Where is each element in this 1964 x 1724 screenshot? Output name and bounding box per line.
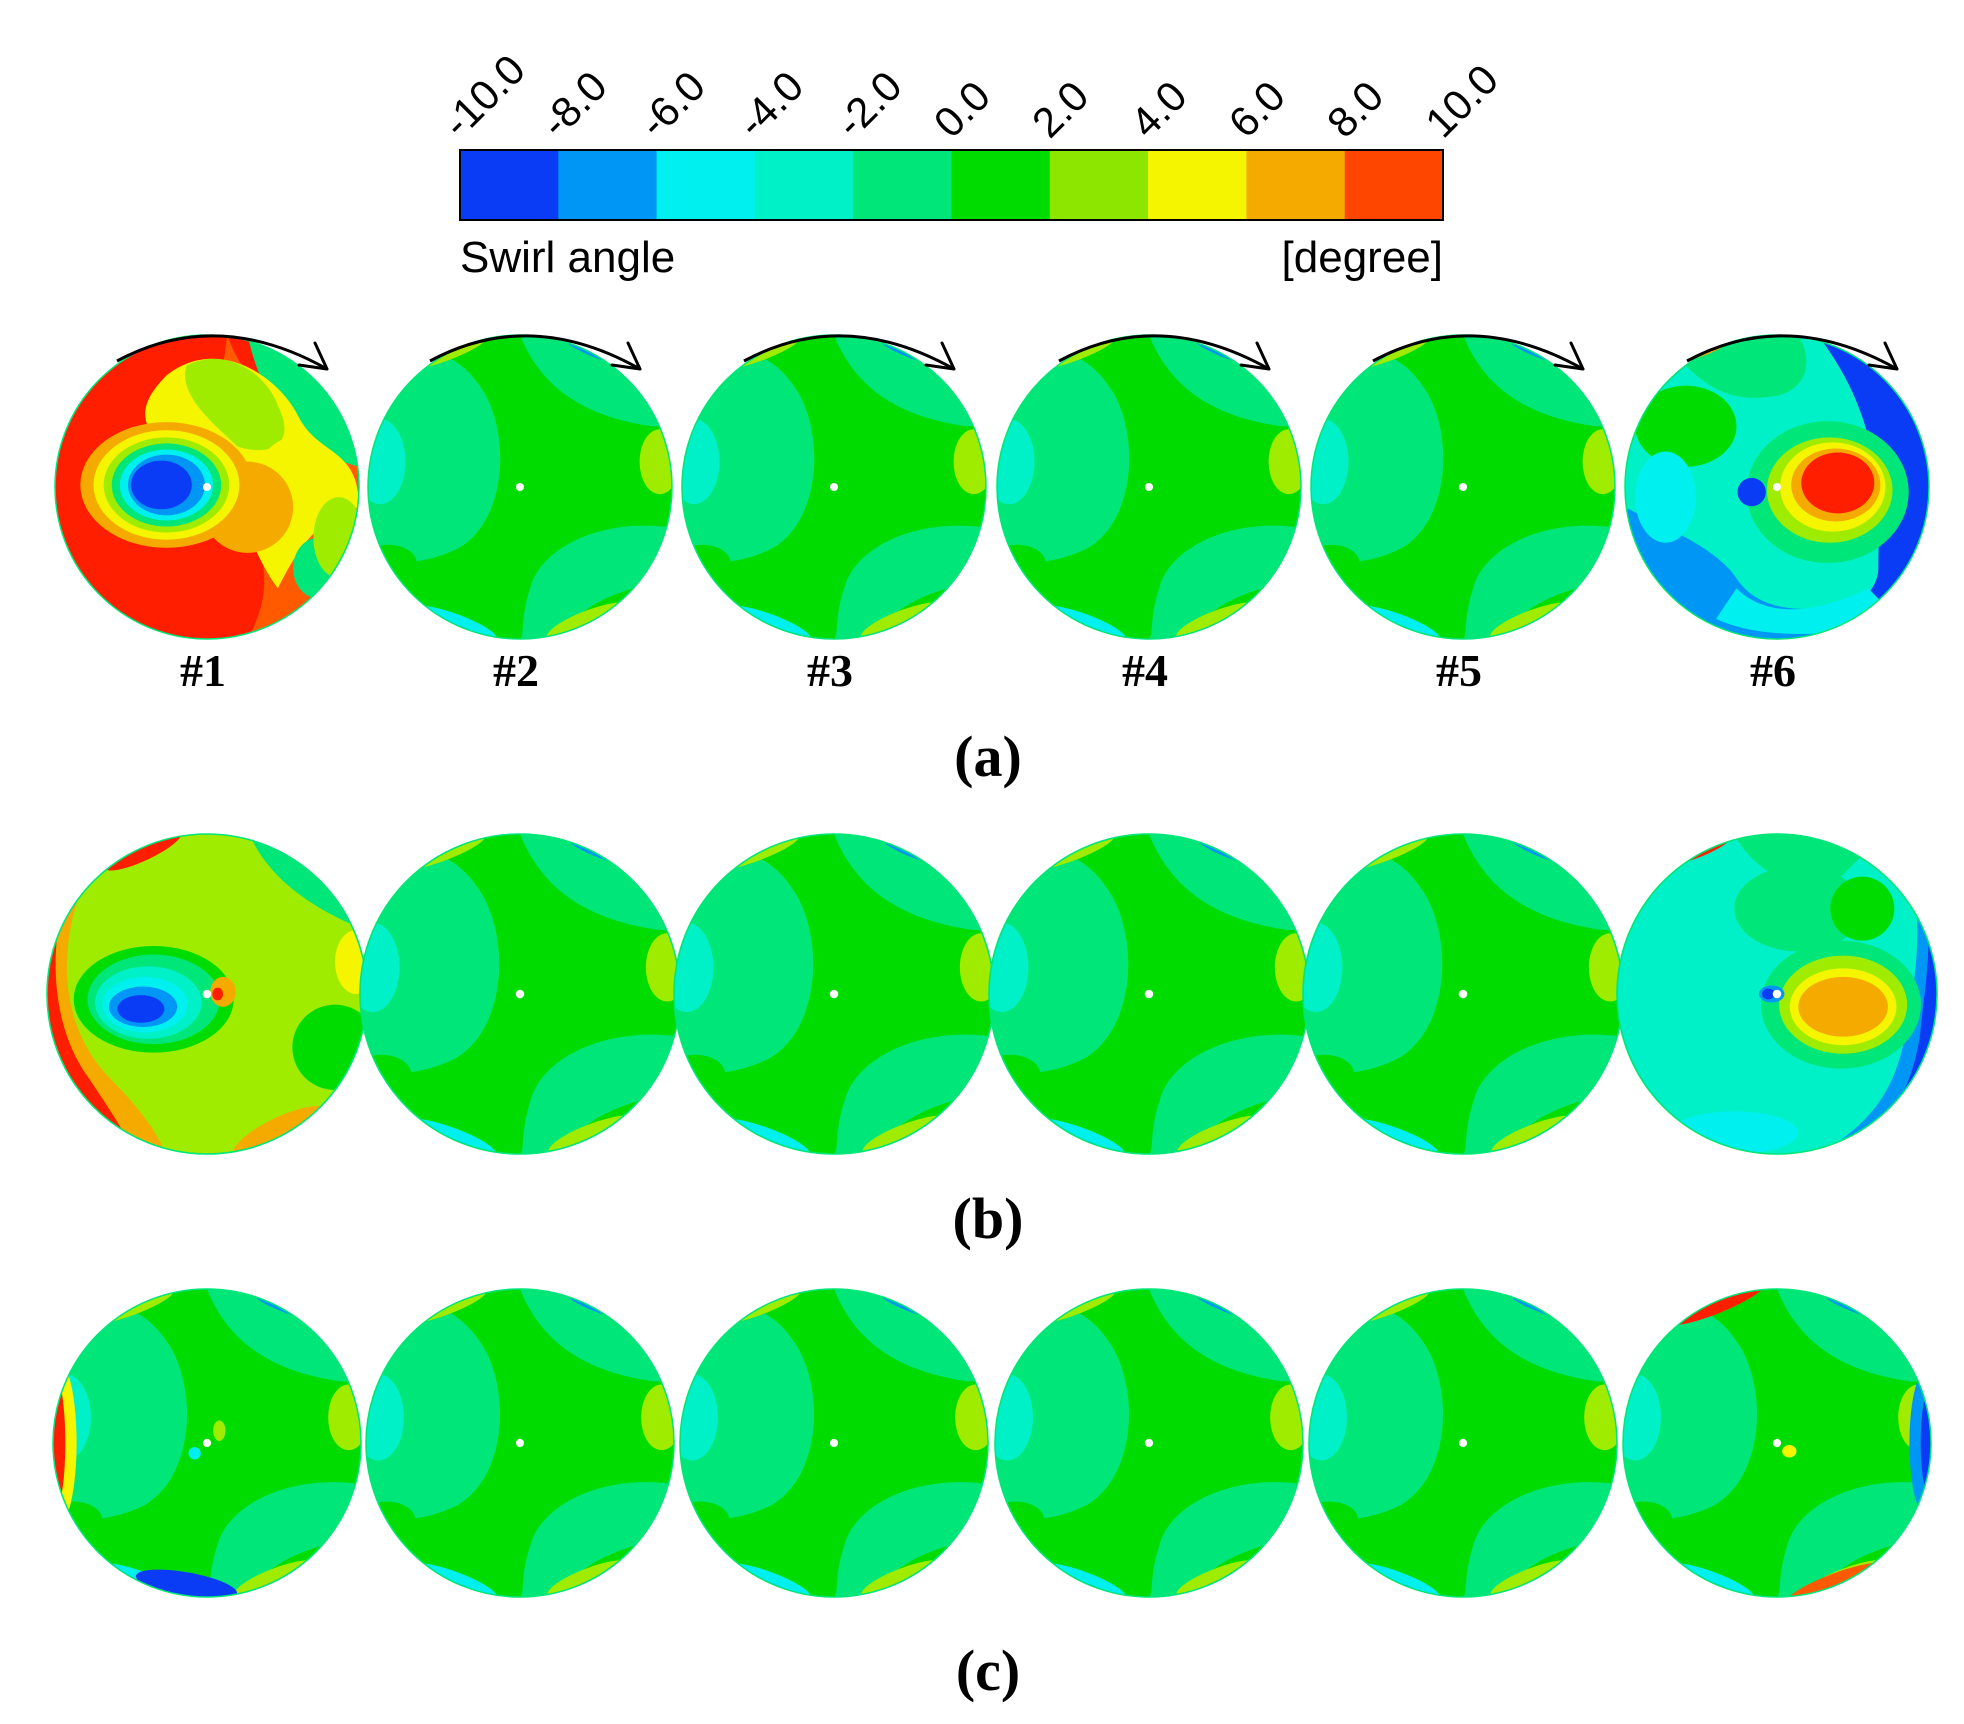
swirl-contour-disk bbox=[1296, 1282, 1626, 1608]
colorbar-tick-label: -2.0 bbox=[826, 62, 910, 146]
colorbar-title: Swirl angle bbox=[460, 233, 675, 282]
clockwise-arrow-icon bbox=[116, 334, 329, 371]
swirl-contour-disk bbox=[660, 826, 1002, 1164]
colorbar-swatch bbox=[1246, 150, 1346, 220]
colorbar-tick-label: 10.0 bbox=[1416, 55, 1507, 146]
colorbar-tick-labels: -10.0-8.0 -6.0 -4.0 -2.0 0.0 2.0 4.0 6.0 8.0 10.0 bbox=[433, 45, 1507, 146]
colorbar-swatch bbox=[1049, 150, 1149, 220]
contour-row: #1 #2 #3 #4 #5 #6 bbox=[55, 328, 1929, 696]
swirl-contour-disk bbox=[47, 813, 378, 1170]
swirl-contour-disk bbox=[982, 1282, 1312, 1608]
colorbar-swatch bbox=[558, 150, 658, 220]
contour-row bbox=[47, 813, 1937, 1170]
colorbar-tick-label: -10.0 bbox=[433, 45, 534, 146]
colorbar-swatch bbox=[951, 150, 1051, 220]
swirl-contour-disk bbox=[1625, 329, 1929, 639]
clockwise-arrow-icon bbox=[743, 334, 956, 371]
colorbar-tick-label: -8.0 bbox=[531, 62, 615, 146]
colorbar-tick-label: 2.0 bbox=[1023, 72, 1098, 147]
colorbar-swatch bbox=[460, 150, 559, 220]
colorbar-tick-label: 4.0 bbox=[1121, 72, 1196, 147]
row-label: (c) bbox=[956, 1638, 1020, 1703]
clockwise-arrow-icon bbox=[1058, 334, 1271, 371]
swirl-contour-disk bbox=[667, 1282, 997, 1608]
colorbar-swatch bbox=[1148, 150, 1247, 220]
colorbar-tick-label: 0.0 bbox=[925, 72, 1000, 147]
clockwise-arrow-icon bbox=[1686, 334, 1899, 371]
colorbar-swatch bbox=[1344, 150, 1444, 220]
swirl-contour-disk bbox=[353, 1282, 683, 1608]
swirl-contour-disk bbox=[1617, 826, 1937, 1154]
probe-label: #1 bbox=[180, 645, 226, 696]
swirl-contour-disk bbox=[1289, 826, 1631, 1164]
probe-label: #6 bbox=[1750, 645, 1796, 696]
colorbar-tick-label: 8.0 bbox=[1318, 72, 1393, 147]
probe-label: #2 bbox=[493, 645, 539, 696]
colorbar-unit: [degree] bbox=[1282, 233, 1443, 282]
colorbar-swatch bbox=[853, 150, 952, 220]
swirl-contour-disk bbox=[975, 826, 1317, 1164]
swirl-contour-disk bbox=[55, 335, 364, 639]
colorbar-frame bbox=[459, 149, 1444, 221]
swirl-contour-disk bbox=[669, 328, 994, 649]
colorbar-swatches bbox=[459, 149, 1444, 221]
probe-label: #3 bbox=[807, 645, 853, 696]
row-label: (b) bbox=[953, 1186, 1024, 1251]
swirl-contour-disk bbox=[984, 328, 1309, 649]
colorbar-swatch bbox=[656, 150, 756, 220]
colorbar-swatch bbox=[754, 150, 854, 220]
swirl-contour-disk bbox=[355, 328, 680, 649]
swirl-contour-disk bbox=[346, 826, 688, 1164]
row-label: (a) bbox=[954, 724, 1022, 789]
probe-label: #4 bbox=[1122, 645, 1168, 696]
swirl-contour-disk bbox=[1610, 1269, 1943, 1616]
contour-rows: #1 #2 #3 #4 #5 #6 (a) (b) (c) bbox=[40, 328, 1943, 1703]
colorbar-tick-label: -6.0 bbox=[630, 62, 714, 146]
colorbar-tick-label: -4.0 bbox=[728, 62, 812, 146]
probe-label: #5 bbox=[1436, 645, 1482, 696]
clockwise-arrow-icon bbox=[429, 334, 642, 371]
contour-row bbox=[40, 1269, 1943, 1616]
swirl-contour-disk bbox=[40, 1270, 370, 1607]
colorbar: -10.0-8.0 -6.0 -4.0 -2.0 0.0 2.0 4.0 6.0 8.0 10.0… bbox=[433, 45, 1507, 282]
swirl-contour-disk bbox=[1298, 328, 1623, 649]
clockwise-arrow-icon bbox=[1372, 334, 1585, 371]
colorbar-tick-label: 6.0 bbox=[1220, 72, 1295, 147]
